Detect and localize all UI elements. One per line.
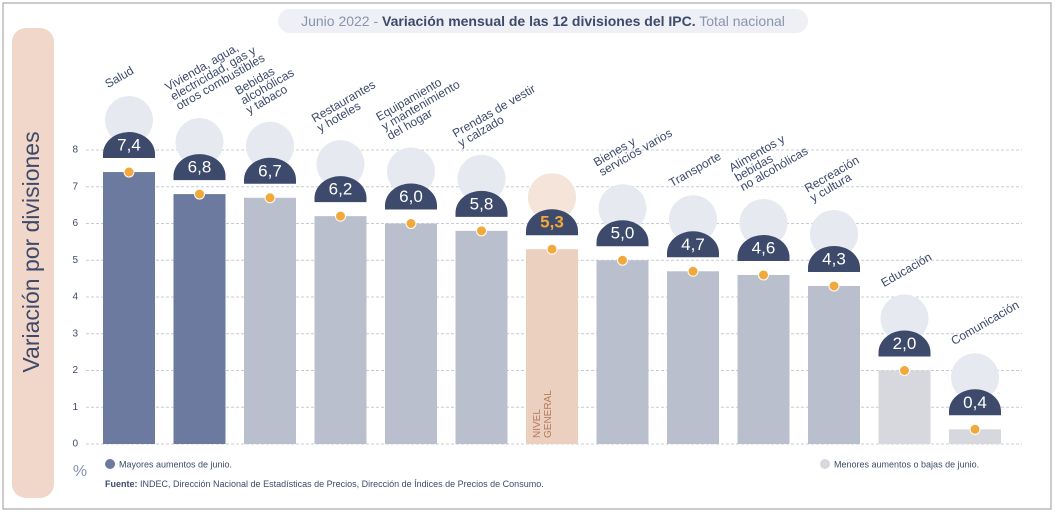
value-badge: [103, 132, 155, 159]
bar: [808, 285, 860, 444]
x-tick-label: NIVEL GENERAL: [532, 390, 554, 438]
title-part: Variación mensual de las 12 divisiones d…: [382, 13, 696, 29]
value-dot: [687, 265, 699, 277]
value-dot: [758, 269, 769, 281]
y-tick-label: 7: [72, 181, 78, 192]
source-text: INDEC, Dirección Nacional de Estadística…: [140, 479, 544, 489]
value-badge: [314, 176, 367, 203]
value-dot: [476, 225, 487, 237]
value-label: 6,0: [399, 187, 423, 206]
value-label: 6,7: [258, 161, 282, 180]
icon-bg: [246, 121, 294, 170]
value-label: 2,0: [893, 334, 917, 353]
y-tick-label: 2: [72, 365, 78, 376]
value-label: 5,3: [540, 213, 564, 232]
value-badge: [949, 389, 1001, 416]
value-badge: [526, 209, 578, 236]
y-tick-label: 4: [72, 292, 78, 303]
title-part: Junio 2022 -: [301, 13, 379, 29]
value-dot: [405, 218, 417, 229]
value-label: 7,4: [117, 136, 141, 155]
value-label: 6,8: [188, 158, 212, 177]
value-badge: [596, 220, 649, 247]
legend-label: Mayores aumentos de junio.: [119, 459, 232, 469]
y-tick-label: 3: [72, 328, 78, 339]
value-dot: [617, 254, 628, 266]
bar: [526, 249, 578, 444]
value-label: 5,0: [611, 224, 635, 243]
icon-bg: [457, 154, 506, 203]
icon-bg: [528, 173, 576, 222]
value-dot: [546, 243, 558, 255]
value-badge: [667, 231, 719, 258]
value-dot: [194, 188, 205, 200]
icon-bg: [951, 353, 999, 402]
bar: [103, 172, 155, 445]
value-dot: [335, 210, 346, 222]
y-tick-label: 6: [72, 218, 78, 229]
value-badge: [455, 190, 508, 217]
value-dot: [828, 280, 840, 292]
y-tick-label: 0: [72, 439, 78, 450]
value-label: 5,8: [470, 194, 494, 213]
value-label: 4,3: [822, 249, 846, 268]
icon-bg: [880, 294, 929, 343]
icon-bg: [669, 195, 717, 244]
bar: [455, 230, 508, 444]
value-label: 4,6: [752, 238, 776, 257]
bar: [949, 429, 1001, 444]
value-dot: [264, 192, 276, 204]
icon-bg: [175, 118, 224, 167]
y-tick-label: 8: [72, 145, 78, 156]
value-label: 4,7: [681, 235, 705, 254]
bar: [667, 271, 719, 444]
icon-bg: [105, 96, 153, 145]
y-band: [12, 28, 54, 498]
y-tick-label: 1: [72, 402, 78, 413]
legend-swatch: [820, 459, 830, 469]
bar: [385, 223, 437, 444]
value-badge: [244, 157, 296, 184]
value-badge: [808, 245, 860, 272]
legend-swatch: [105, 459, 115, 469]
bar: [314, 216, 367, 444]
y-label: Variación por divisiones: [18, 131, 44, 372]
icon-bg: [810, 209, 858, 258]
title: Junio 2022 - Variación mensual de las 12…: [278, 9, 808, 33]
y-tick-label: 5: [72, 255, 78, 266]
value-label: 6,2: [329, 180, 353, 199]
value-dot: [123, 166, 135, 178]
title-part: Total nacional: [699, 13, 785, 29]
bar: [878, 370, 931, 444]
bar: [244, 197, 296, 444]
y-unit: %: [73, 463, 87, 480]
icon-bg: [598, 184, 647, 233]
icon-bg: [387, 147, 435, 196]
legend-label: Menores aumentos o bajas de junio.: [834, 459, 979, 469]
value-badge: [878, 330, 931, 357]
value-dot: [969, 423, 981, 435]
source-label: Fuente:: [105, 479, 138, 489]
value-badge: [385, 183, 437, 210]
source: Fuente: INDEC, Dirección Nacional de Est…: [105, 479, 544, 489]
icon-bg: [739, 198, 788, 247]
value-label: 0,4: [963, 393, 987, 412]
value-dot: [899, 365, 910, 376]
bar: [173, 194, 226, 444]
value-badge: [737, 234, 790, 261]
bar: [737, 274, 790, 444]
value-badge: [173, 154, 226, 181]
icon-bg: [316, 140, 365, 189]
bar: [596, 260, 649, 444]
